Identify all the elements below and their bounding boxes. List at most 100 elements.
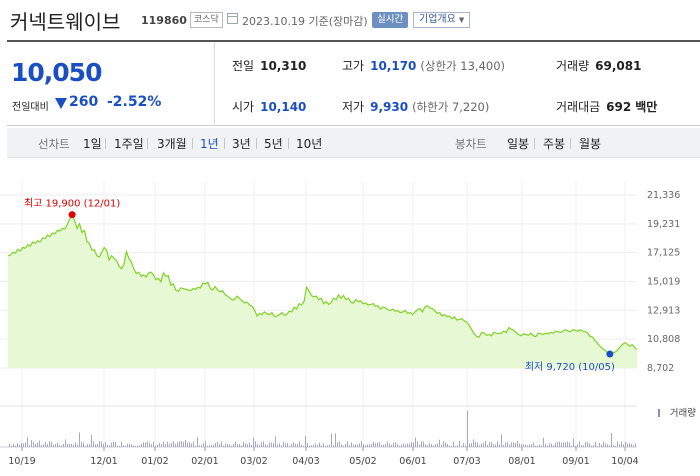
volume-bar [569, 442, 570, 447]
volume-bar [443, 441, 444, 447]
volume-bar [307, 442, 308, 447]
y-tick-label: 10,808 [647, 334, 680, 345]
volume-bar [209, 445, 210, 447]
volume-bar [295, 443, 296, 447]
volume-bar [135, 445, 136, 447]
volume-bar [375, 443, 376, 447]
current-price: 10,050 [11, 58, 102, 87]
period-3y[interactable]: 3년 [232, 137, 251, 151]
down-arrow-icon [55, 98, 67, 109]
x-tick-label: 02/01 [191, 456, 218, 467]
company-overview-button[interactable]: 기업개요 ▼ [413, 12, 471, 28]
volume-bar [459, 441, 460, 447]
volume-bar [381, 444, 382, 447]
volume-bar [311, 445, 312, 447]
volume-bar [571, 445, 572, 447]
volume-bar [273, 443, 274, 447]
realtime-button[interactable]: 실시간 [372, 12, 409, 28]
amount-value: 692 [606, 100, 632, 114]
volume-bar [313, 444, 314, 447]
price-line [7, 213, 638, 355]
volume-bar [243, 441, 244, 447]
volume-bar [385, 443, 386, 447]
volume-bar [55, 443, 56, 447]
volume-bar [409, 443, 410, 447]
period-1w[interactable]: 1주일 [114, 137, 144, 151]
lower-limit: (하한가 7,220) [412, 100, 490, 114]
period-10y[interactable]: 10년 [296, 137, 323, 151]
volume-bar [513, 442, 514, 447]
volume-bar [503, 444, 504, 447]
volume-bar [169, 443, 170, 447]
volume-bar [219, 444, 220, 447]
volume-bar [109, 445, 110, 447]
volume-bar [439, 439, 440, 447]
price-chart[interactable]: 21,336 19,231 17,125 15,019 12,913 10,808 8,70… [0, 160, 700, 476]
volume-bar [89, 444, 90, 447]
volume-bar [45, 442, 46, 447]
volume-bar [371, 443, 372, 447]
volume-bar [59, 444, 60, 447]
volume-bar [401, 444, 402, 447]
volume-bar [367, 444, 368, 447]
low-annotation: 최저 9,720 (10/05) [525, 361, 615, 373]
volume-bar [353, 444, 354, 447]
volume-bar [323, 443, 324, 447]
price-area-fill [8, 214, 637, 368]
volume-bar [211, 444, 212, 447]
period-1d[interactable]: 1일 [83, 137, 102, 151]
x-tick-label: 03/02 [240, 456, 267, 467]
period-5y[interactable]: 5년 [264, 137, 283, 151]
volume-bar [613, 444, 614, 447]
volume-bar [43, 444, 44, 447]
volume-bar [517, 440, 518, 447]
volume-bar [223, 445, 224, 447]
volume-bar [587, 441, 588, 447]
volume-bar [225, 443, 226, 447]
volume-bar [463, 443, 464, 447]
volume-bar [253, 437, 254, 447]
market-badge: 코스닥 [190, 12, 223, 28]
volume-bar [341, 444, 342, 447]
volume-bar [601, 444, 602, 447]
volume-bar [395, 442, 396, 447]
volume-bar [145, 442, 146, 447]
period-3m[interactable]: 3개월 [157, 137, 187, 151]
volume-bar [467, 411, 468, 447]
candle-daily[interactable]: 일봉 [507, 137, 530, 151]
volume-bar [35, 443, 36, 447]
low-label: 저가 [342, 100, 365, 114]
volume-bar [337, 442, 338, 447]
volume-bar [551, 443, 552, 447]
volume-bar [57, 442, 58, 447]
amount-label: 거래대금 [556, 100, 601, 114]
volume-bar [17, 443, 18, 447]
volume-bar [257, 443, 258, 447]
volume-bar [481, 443, 482, 447]
volume-bar [429, 443, 430, 447]
volume-bar [293, 442, 294, 447]
volume-bar [541, 445, 542, 447]
candle-weekly[interactable]: 주봉 [543, 137, 566, 151]
x-axis-ticks: 10/19 12/01 01/02 02/01 03/02 04/03 05/02 06/01… [8, 447, 639, 467]
volume-bar [99, 441, 100, 447]
volume-bar [193, 441, 194, 447]
volume-bar [155, 445, 156, 447]
volume-bar [11, 445, 12, 447]
volume-bar [603, 441, 604, 447]
volume-bar [559, 441, 560, 447]
volume-bar [179, 441, 180, 447]
candle-monthly[interactable]: 월봉 [579, 137, 602, 151]
change-percent: -2.52% [107, 94, 162, 110]
volume-bar [547, 445, 548, 447]
calendar-icon [227, 13, 238, 24]
volume-bar [475, 441, 476, 447]
volume-bar [113, 441, 114, 447]
volume-bar [321, 445, 322, 447]
volume-bar [13, 443, 14, 447]
trade-amount: 거래대금 692 백만 [556, 98, 657, 115]
volume-bar [397, 443, 398, 447]
volume-bar [597, 445, 598, 447]
reference-date: 2023.10.19 기준(장마감) [242, 15, 368, 28]
period-1y[interactable]: 1년 [200, 137, 219, 151]
